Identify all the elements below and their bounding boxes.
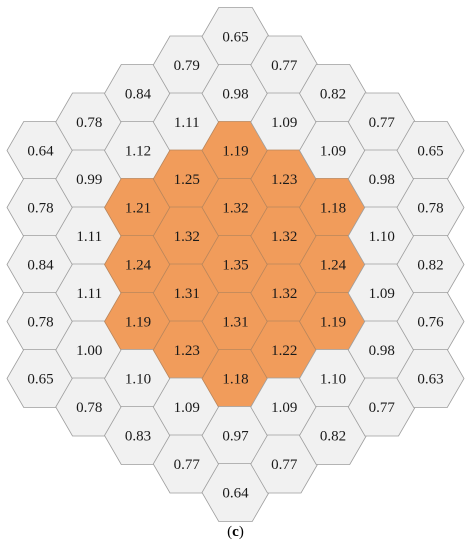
cell-value: 1.32 [271, 229, 297, 245]
cell-value: 0.65 [417, 144, 443, 160]
fuel-assembly-cell: 1.21 [104, 178, 172, 237]
cell-value: 1.23 [174, 343, 200, 359]
cell-value: 1.00 [76, 343, 102, 359]
fuel-assembly-cell: 1.32 [201, 178, 270, 237]
cell-value: 0.78 [27, 315, 53, 331]
cell-value: 1.09 [271, 115, 297, 131]
fuel-assembly-cell: 0.78 [55, 92, 124, 152]
cell-value: 0.98 [369, 343, 395, 359]
cell-value: 0.98 [369, 172, 395, 188]
cell-value: 1.35 [222, 258, 248, 274]
cell-value: 0.76 [417, 315, 444, 331]
cell-value: 0.78 [76, 115, 102, 131]
cell-value: 1.18 [320, 201, 346, 217]
fuel-assembly-cell: 0.79 [152, 35, 221, 95]
cell-value: 0.82 [320, 429, 346, 445]
fuel-assembly-cell: 0.97 [201, 406, 270, 465]
cell-value: 0.99 [76, 172, 102, 188]
cell-value: 0.79 [174, 58, 200, 74]
cell-value: 0.65 [27, 372, 53, 388]
figure-caption: (c) [227, 524, 244, 540]
cell-value: 0.77 [369, 400, 396, 416]
cell-value: 1.11 [76, 229, 102, 245]
fuel-assembly-cell: 1.25 [152, 149, 221, 209]
cell-value: 0.83 [125, 429, 151, 445]
cell-value: 0.78 [76, 400, 102, 416]
cell-value: 0.77 [271, 58, 298, 74]
cell-value: 0.84 [125, 87, 152, 103]
fuel-assembly-cell: 0.77 [250, 434, 319, 494]
fuel-assembly-cell: 1.23 [152, 320, 221, 380]
cell-value: 0.77 [369, 115, 396, 131]
cell-value: 1.24 [320, 258, 347, 274]
fuel-assembly-cell: 1.24 [299, 235, 367, 294]
fuel-assembly-cell: 0.65 [6, 349, 75, 408]
cell-value: 1.10 [369, 229, 395, 245]
cell-value: 0.82 [417, 258, 443, 274]
cell-value: 0.78 [417, 201, 443, 217]
cell-value: 1.19 [125, 315, 151, 331]
cell-value: 1.19 [222, 144, 248, 160]
cell-value: 1.22 [271, 343, 297, 359]
cell-value: 1.32 [222, 201, 248, 217]
cell-value: 0.77 [271, 457, 298, 473]
cell-value: 0.97 [222, 429, 249, 445]
cell-value: 1.10 [125, 372, 151, 388]
fuel-assembly-cell: 0.78 [396, 178, 465, 237]
cell-value: 1.23 [271, 172, 297, 188]
cell-value: 0.63 [417, 372, 443, 388]
hex-cell [396, 349, 465, 408]
caption-letter: c [232, 524, 239, 540]
cell-value: 1.10 [320, 372, 346, 388]
fuel-assembly-cell: 0.77 [250, 35, 319, 95]
cell-value: 0.65 [222, 30, 248, 46]
fuel-assembly-cell: 1.31 [201, 292, 270, 351]
cell-value: 0.98 [222, 87, 248, 103]
fuel-assembly-cell: 0.82 [299, 64, 367, 123]
fuel-assembly-cell: 0.83 [104, 406, 172, 465]
fuel-assembly-cell: 1.19 [104, 292, 172, 351]
fuel-assembly-cell: 0.77 [347, 92, 416, 152]
fuel-assembly-cell: 0.99 [55, 149, 124, 209]
cell-value: 1.19 [320, 315, 346, 331]
cell-value: 0.82 [320, 87, 346, 103]
cell-value: 1.09 [320, 144, 346, 160]
cell-value: 0.78 [27, 201, 53, 217]
cell-value: 1.32 [174, 229, 200, 245]
fuel-assembly-cell: 1.32 [250, 206, 319, 266]
fuel-assembly-cell: 0.76 [396, 292, 465, 351]
cell-value: 1.25 [174, 172, 200, 188]
cell-value: 1.31 [222, 315, 248, 331]
cell-value: 1.32 [271, 286, 297, 302]
cell-value: 0.64 [222, 486, 249, 502]
cell-value: 1.21 [125, 201, 151, 217]
cell-value: 0.84 [27, 258, 54, 274]
cell-value: 1.09 [369, 286, 395, 302]
cell-value: 1.18 [222, 372, 248, 388]
fuel-assembly-cell: 0.64 [201, 463, 270, 522]
fuel-assembly-cell: 1.22 [250, 320, 319, 380]
cell-value: 1.11 [174, 115, 200, 131]
fuel-assembly-cell: 0.65 [201, 7, 270, 66]
cell-value: 1.24 [125, 258, 152, 274]
cell-value: 1.09 [271, 400, 297, 416]
cell-value: 1.09 [174, 400, 200, 416]
fuel-assembly-cell: 1.18 [201, 349, 270, 408]
cell-value: 0.64 [27, 144, 54, 160]
cell-value: 1.11 [76, 286, 102, 302]
fuel-assembly-cell: 0.64 [6, 121, 75, 180]
fuel-assembly-cell: 0.63 [396, 349, 465, 408]
cell-value: 1.31 [174, 286, 200, 302]
fuel-assembly-cell: 1.09 [347, 263, 416, 323]
cell-value: 1.12 [125, 144, 151, 160]
cell-value: 0.77 [174, 457, 201, 473]
